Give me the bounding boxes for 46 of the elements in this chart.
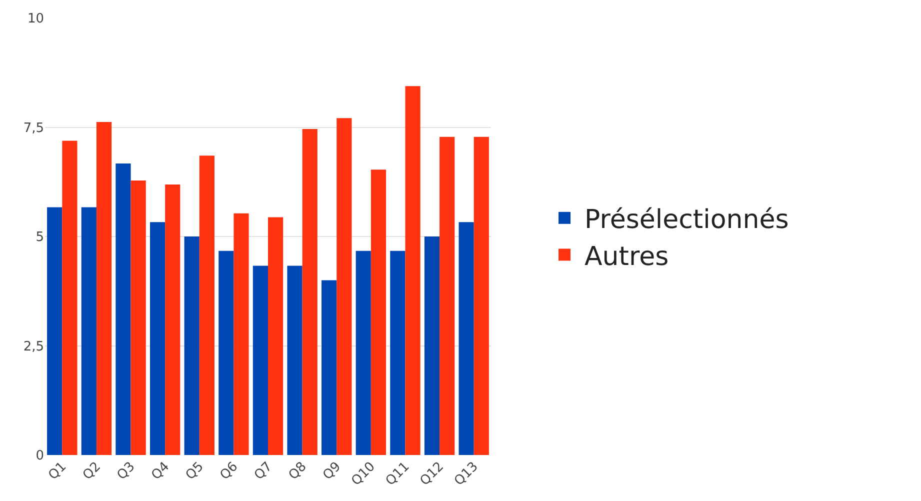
x-tick-label: Q10: [348, 459, 378, 489]
bar: [62, 140, 78, 455]
bar: [356, 250, 371, 455]
x-tick-label: Q12: [417, 459, 447, 489]
bar: [474, 136, 489, 455]
bar: [130, 180, 146, 455]
x-tick-label: Q4: [148, 459, 173, 484]
bar: [234, 213, 249, 455]
x-tick-label: Q1: [46, 459, 70, 484]
bar: [252, 266, 268, 455]
x-tick-label: Q8: [286, 459, 310, 484]
x-tick-label: Q6: [217, 459, 242, 484]
bar: [218, 250, 234, 455]
bar: [165, 184, 180, 455]
y-tick-label: 2,5: [23, 339, 44, 354]
bar: [268, 217, 284, 455]
bar: [150, 222, 166, 455]
bar: [302, 129, 318, 455]
bar: [287, 266, 302, 455]
bar: [440, 136, 455, 455]
legend-label: Présélectionnés: [584, 205, 789, 236]
bar: [336, 118, 352, 455]
legend-label: Autres: [584, 242, 669, 272]
y-tick-label: 10: [27, 12, 44, 27]
bar: [184, 236, 200, 455]
x-tick-label: Q5: [183, 459, 207, 484]
y-tick-label: 0: [36, 448, 44, 464]
x-tick-label: Q9: [320, 459, 344, 484]
bar: [96, 122, 112, 455]
bar: [405, 86, 420, 455]
bar: [47, 207, 62, 455]
x-tick-label: Q3: [114, 459, 138, 484]
bar: [322, 280, 337, 455]
x-tick-label: Q13: [452, 459, 482, 489]
x-tick-label: Q2: [80, 459, 104, 484]
bar: [199, 156, 214, 455]
bar: [81, 207, 96, 455]
bar: [370, 170, 386, 455]
y-tick-label: 7,5: [23, 120, 44, 136]
x-tick-label: Q7: [252, 459, 276, 484]
bar: [424, 236, 440, 455]
bar: [458, 222, 474, 455]
bar: [390, 250, 406, 455]
x-tick-label: Q11: [383, 459, 413, 489]
y-tick-label: 5: [36, 230, 44, 246]
bar: [116, 164, 131, 455]
